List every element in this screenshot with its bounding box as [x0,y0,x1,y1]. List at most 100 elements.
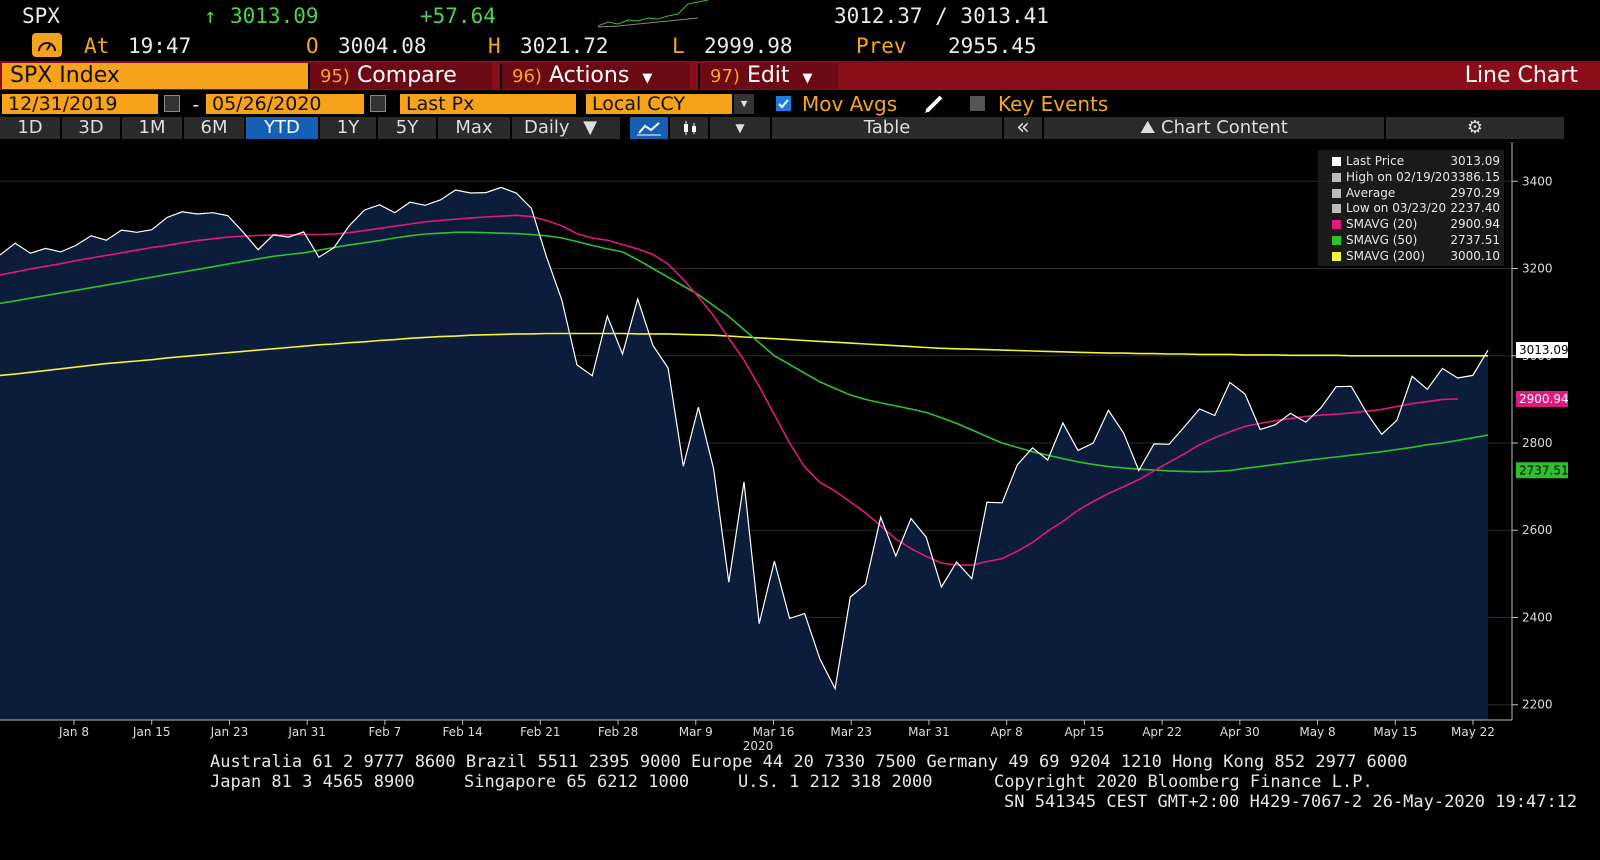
legend-name: Low on 03/23/20 [1346,201,1447,216]
x-tick-label: Jan 15 [132,725,171,739]
edit-num: 97) [710,66,740,87]
x-year-label: 2020 [743,739,774,753]
legend-value: 3386.15 [1450,169,1500,184]
compare-button[interactable]: 95) Compare [308,63,492,89]
speedometer-icon[interactable] [32,33,62,57]
x-tick-label: May 8 [1299,725,1335,739]
range-ytd[interactable]: YTD [246,117,320,139]
key-events-checkbox[interactable] [970,96,985,111]
range-6m[interactable]: 6M [184,117,246,139]
end-label-box [1516,462,1568,479]
x-tick-label: Apr 22 [1142,725,1182,739]
chevron-down-icon[interactable]: ▼ [710,117,772,139]
legend-value: 3000.10 [1450,248,1500,263]
x-tick-label: May 22 [1451,725,1495,739]
security-field[interactable]: SPX Index [2,63,308,89]
y-tick-label: 2600 [1522,523,1553,537]
chart-area-layer [0,187,1488,720]
sma20-line [0,214,1458,566]
legend-swatch [1332,236,1341,245]
x-tick-label: Apr 8 [991,725,1023,739]
sparkline-icon [598,0,708,28]
y-tick-label: 3400 [1522,174,1553,188]
chart-lines-layer [0,186,1489,691]
legend-name: SMAVG (200) [1346,248,1426,263]
low-label: L [672,34,685,58]
x-tick-label: Jan 23 [210,725,249,739]
range-3d[interactable]: 3D [62,117,122,139]
legend-swatch [1332,204,1341,214]
legend-value: 3013.09 [1450,154,1500,168]
end-label: 2900.94 [1519,392,1569,406]
footer-singapore: Singapore 65 6212 1000 [464,772,690,792]
settings-gear-icon[interactable]: ⚙ [1386,117,1566,139]
end-date-field[interactable]: 05/26/2020 [206,94,364,114]
range-1y[interactable]: 1Y [320,117,378,139]
legend-row: SMAVG (20) 2900.94 [1318,217,1504,232]
calendar-icon[interactable] [370,95,386,112]
x-tick-label: Feb 7 [369,725,402,739]
x-tick-label: Mar 31 [908,725,950,739]
x-tick-label: May 15 [1373,725,1417,739]
legend-row: Last Price 3013.09 [1318,154,1504,169]
prev-value: 2955.45 [948,34,1037,58]
field-select[interactable]: Last Px [400,94,576,114]
chart-content-label: Chart Content [1161,117,1288,138]
pencil-icon[interactable] [924,94,946,114]
legend-name: SMAVG (20) [1346,217,1418,232]
legend-row: Low on 03/23/20 2237.40 [1318,201,1504,216]
legend-swatch [1332,220,1341,230]
y-tick-label: 3200 [1522,262,1553,276]
legend-name: Last Price [1346,154,1405,168]
x-tick-label: Feb 14 [442,725,482,739]
line-chart-icon[interactable] [630,117,670,139]
legend-name: SMAVG (50) [1346,233,1418,247]
high-value: 3021.72 [520,34,609,58]
y-tick-label: 2200 [1522,698,1553,712]
y-axis: 2200240026002800300032003400 [1511,142,1553,720]
table-button[interactable]: Table [772,117,1004,139]
range-1m[interactable]: 1M [122,117,184,139]
end-labels: 3013.09 2900.94 2737.51 [1516,342,1569,479]
range-max[interactable]: Max [438,117,512,139]
range-5y[interactable]: 5Y [378,117,438,139]
actions-button[interactable]: 96) Actions ▼ [500,63,690,89]
mov-avgs-checkbox[interactable] [776,96,791,111]
key-events-label: Key Events [998,92,1109,116]
sma200-line [0,332,1488,377]
footer-copyright: Copyright 2020 Bloomberg Finance L.P. [994,772,1373,792]
chart-content-button[interactable]: ⛰ Chart Content [1044,117,1386,139]
chevron-down-icon: ▼ [802,71,813,86]
edit-button[interactable]: 97) Edit ▼ [698,63,838,89]
start-date-field[interactable]: 12/31/2019 [2,94,158,114]
calendar-icon[interactable] [164,95,180,112]
open-label: O [306,34,319,58]
at-label: At [84,34,110,58]
open-value: 3004.08 [338,34,427,58]
prev-label: Prev [856,34,907,58]
currency-select[interactable]: Local CCY [586,94,732,114]
chevron-down-icon[interactable]: ▼ [734,94,754,114]
legend-value: 2737.51 [1450,233,1500,247]
collapse-chevrons-icon[interactable]: « [1004,117,1044,139]
high-label: H [488,34,501,58]
last-price: 3013.09 [230,4,319,28]
legend-swatch [1332,172,1341,182]
legend-row: Average 2970.29 [1318,186,1504,201]
y-tick-label: 2400 [1522,610,1553,624]
chevron-down-icon: ▼ [642,71,653,86]
candlestick-icon[interactable] [670,117,710,139]
footer-session: SN 541345 CEST GMT+2:00 H429-7067-2 26-M… [1004,792,1578,812]
x-tick-label: Apr 30 [1220,725,1260,739]
legend-value: 2970.29 [1450,185,1500,200]
periodicity-select[interactable]: Daily ▼ [512,117,622,139]
x-tick-label: Feb 21 [520,725,560,739]
sma50-line [0,231,1489,473]
x-tick-label: Jan 8 [58,725,89,739]
end-label-box [1516,390,1568,407]
range-1d[interactable]: 1D [0,117,62,139]
legend-value: 2900.94 [1450,217,1500,232]
date-dash: - [190,94,202,116]
legend-row: SMAVG (200) 3000.10 [1318,249,1504,264]
